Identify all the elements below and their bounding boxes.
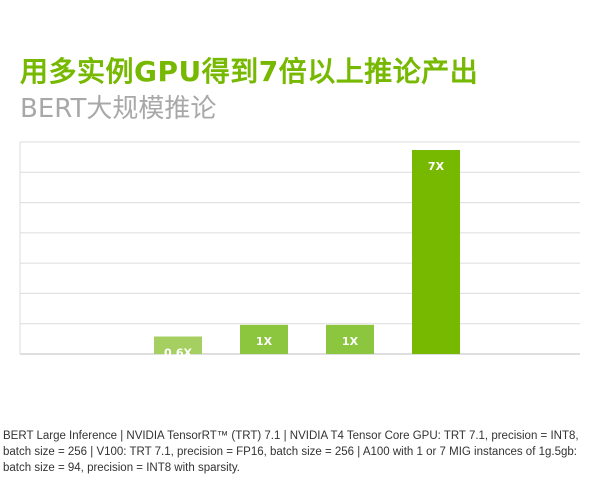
chart-title: 用多实例GPU得到7倍以上推论产出 bbox=[20, 55, 479, 88]
bar bbox=[326, 324, 374, 354]
bar-value-label: 7X bbox=[428, 160, 445, 173]
bar bbox=[412, 150, 460, 354]
bar bbox=[154, 336, 202, 354]
bar-value-label: 1X bbox=[342, 335, 359, 348]
bar-value-label: 0.6X bbox=[164, 347, 192, 360]
chart-subtitle: BERT大规模推论 bbox=[20, 94, 217, 124]
bar-chart: 0.6X 1X 1X 7X bbox=[19, 141, 580, 360]
footnote: BERT Large Inference | NVIDIA TensorRT™ … bbox=[3, 430, 579, 474]
bar-value-label: 1X bbox=[256, 335, 273, 348]
bar bbox=[240, 324, 288, 354]
